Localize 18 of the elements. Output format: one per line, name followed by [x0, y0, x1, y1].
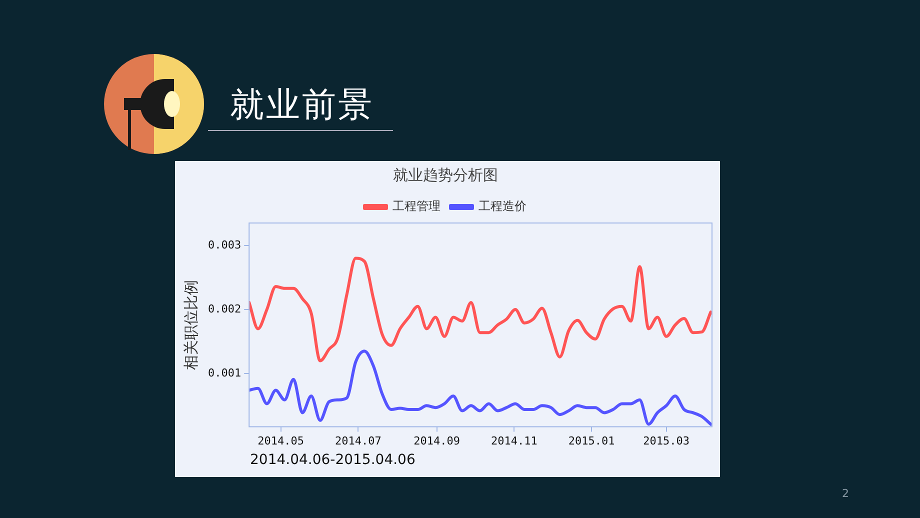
chart-title: 就业趋势分析图: [393, 166, 498, 184]
y-axis-title: 相关职位比例: [182, 280, 200, 370]
legend-label: 工程造价: [478, 199, 526, 214]
line-series: [249, 350, 712, 426]
x-tick-label: 2014.09: [414, 434, 460, 448]
x-tick-label: 2015.03: [643, 434, 690, 448]
legend-label: 工程管理: [392, 199, 440, 214]
y-tick-label: 0.002: [208, 302, 242, 316]
y-tick-label: 0.003: [208, 238, 242, 252]
text: 2: [842, 487, 849, 500]
x-tick-label: 2014.11: [490, 434, 538, 448]
x-tick-label: 2015.01: [568, 434, 615, 448]
text: 就业前景: [230, 84, 374, 127]
x-tick-label: 2014.07: [334, 434, 382, 448]
x-tick-label: 2014.05: [258, 434, 304, 448]
y-tick-label: 0.001: [208, 366, 242, 380]
text: 2014.04.06-2015.04.06: [250, 452, 416, 468]
line-series: [249, 256, 712, 362]
